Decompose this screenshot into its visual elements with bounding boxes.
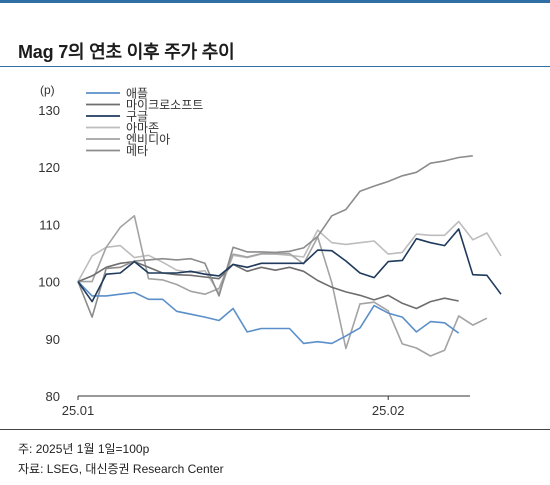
series-line-4	[77, 220, 502, 294]
legend-label: 메타	[126, 144, 148, 158]
legend-label: 마이크로소프트	[126, 98, 203, 112]
series-line-3	[77, 228, 502, 303]
series-line-5	[78, 215, 488, 357]
footer-divider	[0, 429, 550, 430]
line-chart: (p) 80 90 100 110 120 130 25.01 25.02 애플마이크로소프트구글…	[38, 83, 502, 418]
legend-label: 애플	[126, 87, 148, 101]
title-divider	[0, 66, 550, 67]
footnote: 주: 2025년 1월 1일=100p	[18, 442, 150, 456]
x-tick-label: 25.02	[372, 403, 405, 418]
series-line-2	[77, 260, 459, 310]
y-tick-label: 80	[46, 389, 60, 404]
y-axis-unit-label: (p)	[40, 83, 55, 97]
chart-title: Mag 7의 연초 이후 주가 추이	[18, 42, 235, 62]
series-line-1	[77, 281, 460, 345]
x-tick-label: 25.01	[62, 403, 95, 418]
top-rule	[0, 0, 550, 3]
legend-label: 아마존	[126, 121, 159, 135]
y-tick-label: 120	[38, 160, 60, 175]
y-tick-label: 110	[39, 217, 60, 232]
series-line-6	[77, 155, 473, 318]
y-tick-label: 90	[46, 332, 60, 347]
legend-label: 구글	[126, 110, 148, 124]
y-tick-label: 100	[38, 275, 60, 290]
source-note: 자료: LSEG, 대신증권 Research Center	[18, 462, 224, 476]
legend-label: 엔비디아	[126, 133, 170, 147]
y-tick-label: 130	[38, 103, 60, 118]
